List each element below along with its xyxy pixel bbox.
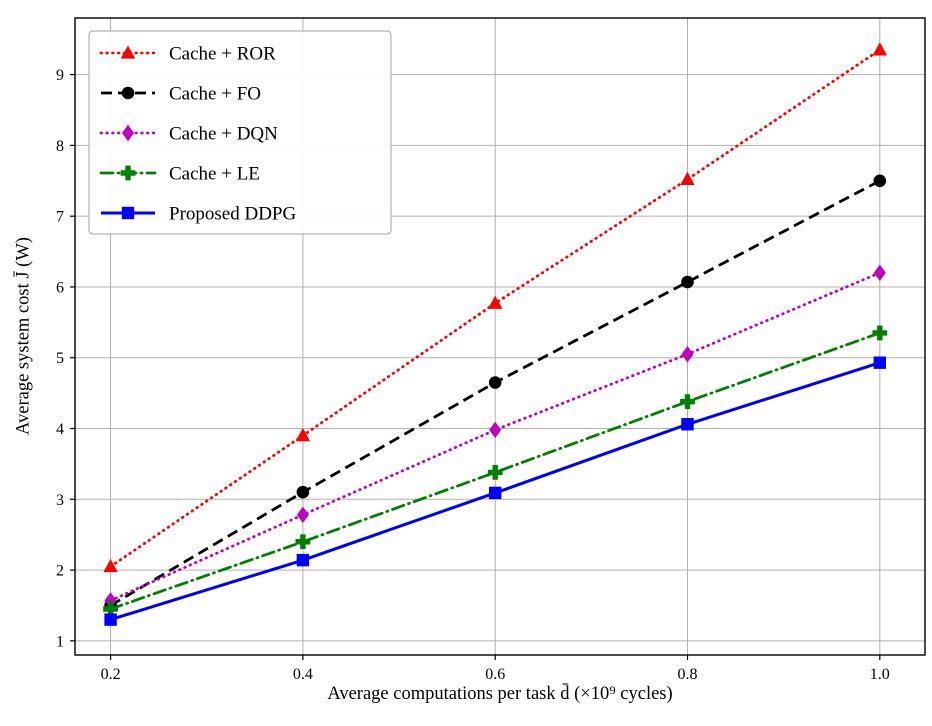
x-tick-label: 0.4: [293, 666, 313, 683]
marker-plus: [120, 165, 136, 181]
legend-label: Cache + ROR: [169, 44, 276, 65]
marker-square: [488, 486, 502, 500]
legend-item-cache-fo: Cache + FO: [101, 84, 261, 105]
marker-square: [296, 553, 310, 567]
legend-label: Proposed DDPG: [169, 204, 296, 225]
x-tick-label: 0.6: [485, 666, 505, 683]
marker-circle: [681, 275, 694, 289]
marker-circle: [121, 86, 135, 100]
x-tick-label: 1.0: [870, 666, 890, 683]
marker-circle: [873, 174, 887, 188]
marker-triangle: [295, 427, 311, 442]
legend-label: Cache + DQN: [169, 124, 278, 145]
marker-diamond: [104, 592, 117, 609]
y-tick-label: 9: [56, 67, 64, 84]
legend-item-cache-le: Cache + LE: [99, 164, 260, 185]
y-axis-label: Average system cost J̄ (W): [13, 237, 34, 435]
y-tick-label: 4: [56, 421, 64, 438]
y-tick-label: 6: [56, 279, 64, 296]
legend-item-cache-dqn: Cache + DQN: [99, 124, 278, 145]
marker-plus: [872, 325, 888, 341]
marker-triangle: [103, 558, 118, 573]
marker-diamond: [873, 264, 886, 281]
legend-item-proposed-ddpg: Proposed DDPG: [101, 204, 296, 225]
legend-label: Cache + FO: [169, 84, 261, 105]
marker-triangle: [120, 45, 136, 59]
marker-square: [104, 613, 117, 626]
y-tick-label: 5: [56, 350, 64, 367]
x-tick-label: 0.2: [101, 666, 121, 683]
marker-square: [681, 418, 694, 431]
plot-border: [74, 17, 926, 656]
marker-triangle: [487, 295, 503, 309]
y-tick-label: 1: [56, 633, 64, 650]
x-axis-label: Average computations per task d̄ (×10⁹ c…: [327, 684, 673, 704]
legend-label: Cache + LE: [169, 164, 260, 185]
y-tick-label: 8: [56, 138, 64, 155]
marker-diamond: [296, 506, 309, 524]
marker-triangle: [680, 171, 695, 185]
marker-square: [121, 206, 135, 220]
marker-circle: [296, 485, 310, 499]
series-line-cache-ror: [109, 48, 882, 568]
marker-diamond: [681, 345, 694, 363]
marker-plus: [487, 464, 503, 480]
marker-plus: [103, 601, 118, 617]
marker-square: [873, 356, 887, 369]
legend-item-cache-ror: Cache + ROR: [99, 44, 276, 65]
marker-plus: [680, 394, 695, 410]
series-line-cache-dqn: [109, 271, 882, 602]
y-tick-label: 7: [56, 209, 64, 226]
y-tick-label: 3: [56, 492, 64, 509]
legend-box: [88, 30, 392, 235]
marker-diamond: [122, 124, 134, 142]
marker-plus: [295, 534, 311, 550]
marker-triangle: [872, 42, 888, 56]
y-tick-label: 2: [56, 563, 64, 580]
x-tick-label: 0.8: [678, 666, 698, 683]
marker-circle: [488, 376, 502, 389]
marker-diamond: [489, 421, 502, 439]
